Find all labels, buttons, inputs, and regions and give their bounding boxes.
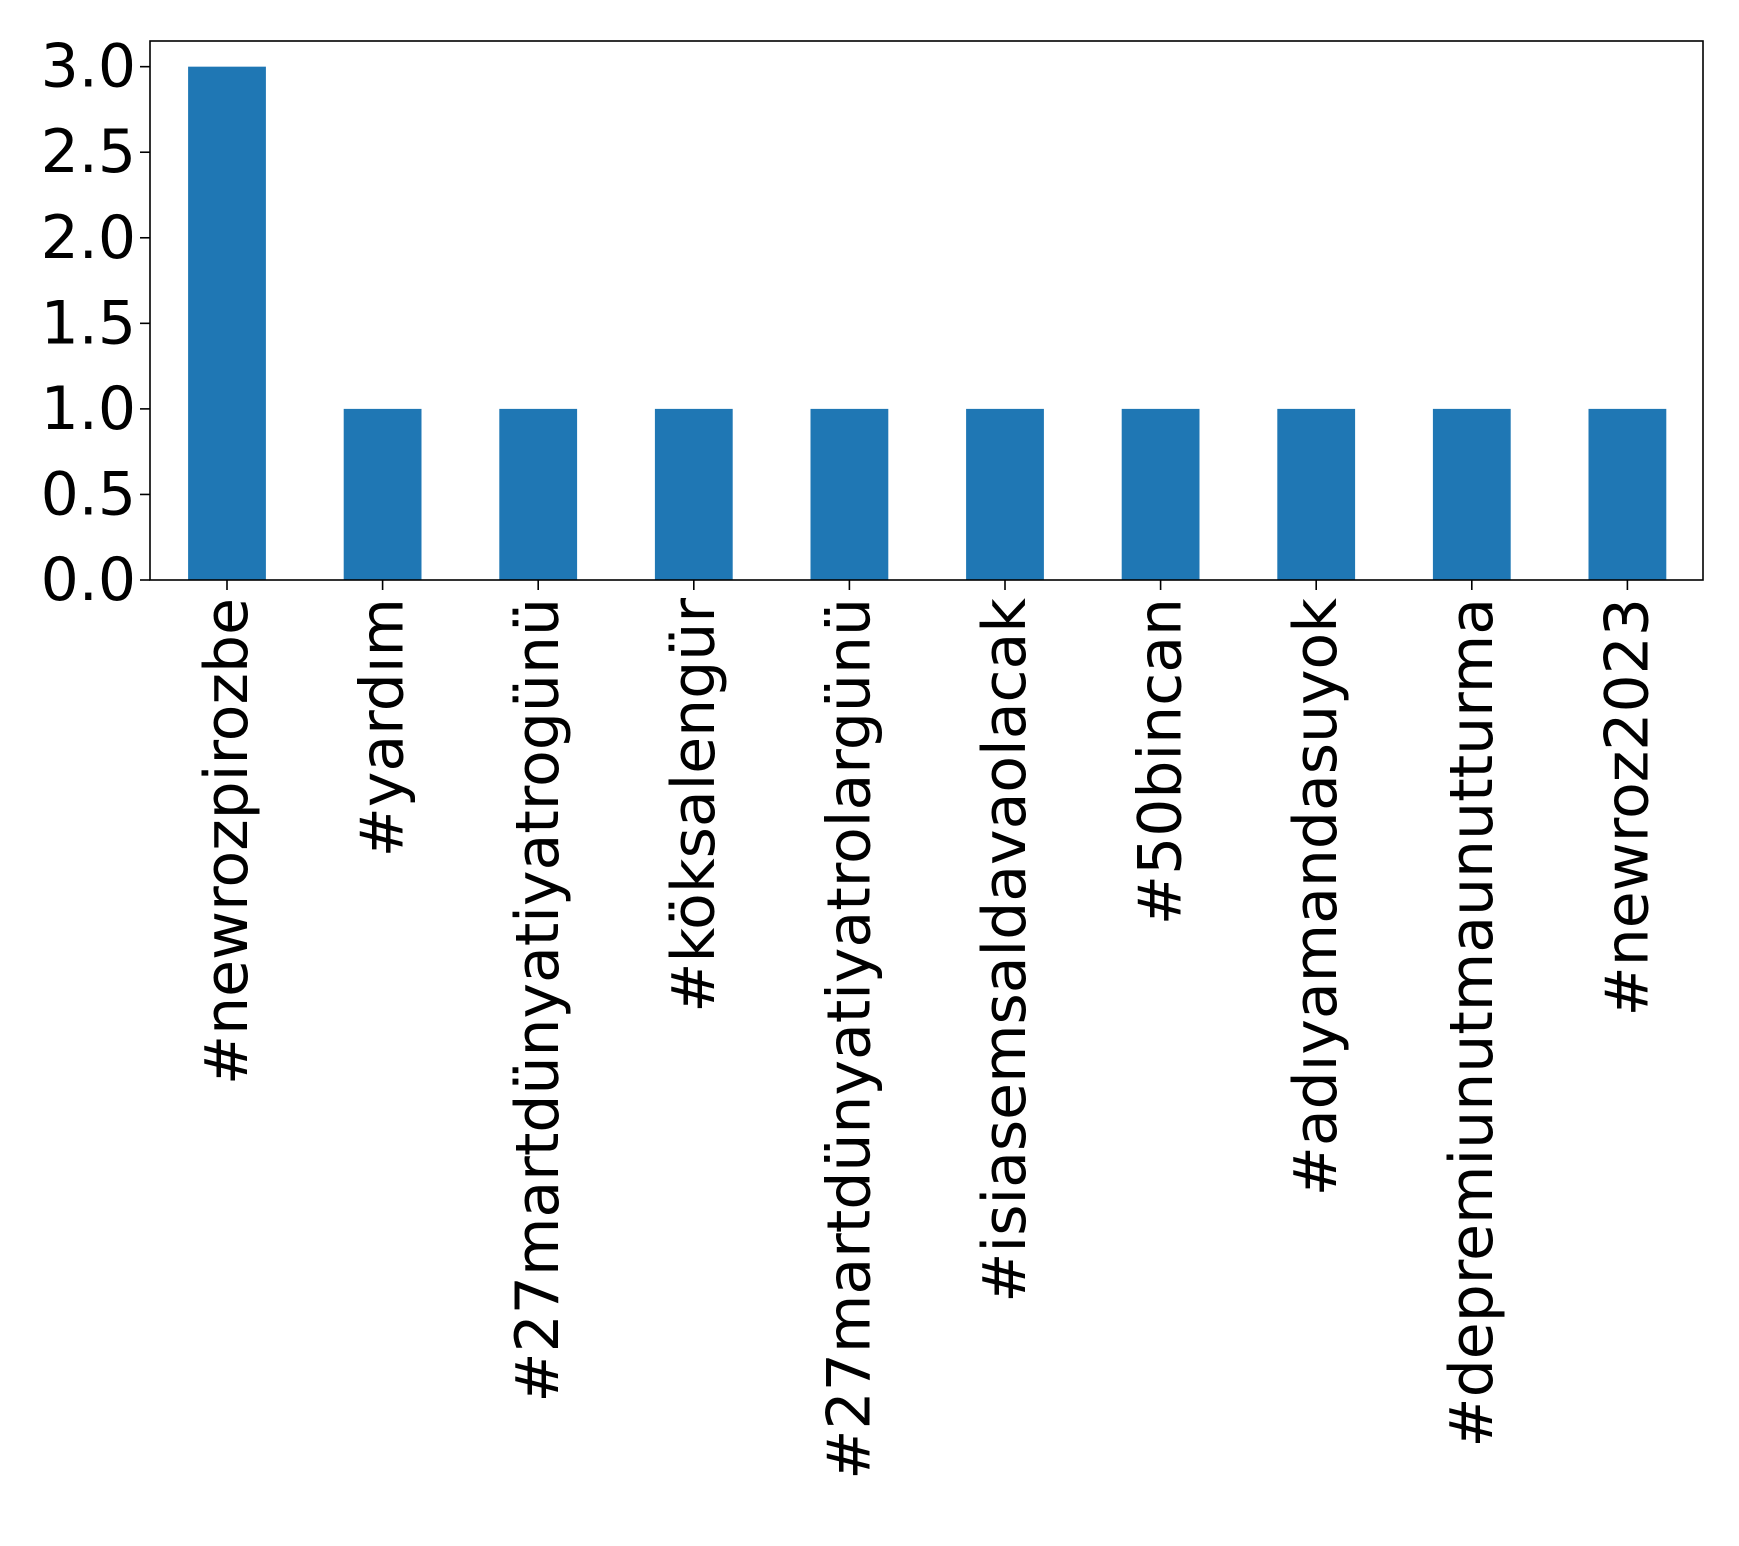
x-axis: #newrozpirozbe #yardım #27martdünyatiyatro… bbox=[192, 580, 1662, 1480]
plot-frame bbox=[149, 40, 1704, 581]
bar-2 bbox=[499, 408, 578, 580]
bar-4 bbox=[810, 408, 889, 580]
bar-6 bbox=[1121, 408, 1200, 580]
y-tick-label-0: 0.0 bbox=[41, 545, 136, 615]
bar-9 bbox=[1588, 408, 1667, 580]
x-tick-label-6: #50bincan bbox=[1126, 598, 1196, 925]
bar-8 bbox=[1432, 408, 1511, 580]
bars-group bbox=[188, 66, 1667, 580]
x-tick-label-0: #newrozpirozbe bbox=[192, 598, 262, 1085]
y-tick-label-6: 3.0 bbox=[41, 32, 136, 102]
y-tick-label-5: 2.5 bbox=[41, 117, 136, 187]
bar-5 bbox=[966, 408, 1044, 580]
bar-1 bbox=[343, 408, 422, 580]
x-tick-label-1: #yardım bbox=[348, 598, 418, 857]
x-tick-label-2: #27martdünyatiyatrogünü bbox=[503, 598, 573, 1403]
x-tick-label-7: #adıyamandasuyok bbox=[1281, 598, 1351, 1197]
x-tick-label-9: #newroz2023 bbox=[1592, 598, 1662, 1017]
bar-7 bbox=[1277, 408, 1356, 580]
bar-3 bbox=[654, 408, 733, 580]
x-tick-label-3: #köksalengür bbox=[659, 598, 729, 1013]
bar-0 bbox=[188, 66, 266, 580]
x-tick-label-5: #isiasemsaldavaolacak bbox=[970, 598, 1040, 1303]
y-axis: 0.0 0.5 1.0 1.5 2.0 2.5 3.0 bbox=[41, 32, 150, 615]
x-tick-label-4: #27martdünyatiyatrolargünü bbox=[814, 598, 884, 1480]
x-tick-label-8: #depremiunutmaunutturma bbox=[1437, 598, 1507, 1448]
y-tick-label-3: 1.5 bbox=[41, 288, 136, 358]
y-tick-label-4: 2.0 bbox=[41, 203, 136, 273]
y-tick-label-2: 1.0 bbox=[41, 374, 136, 444]
y-tick-label-1: 0.5 bbox=[41, 459, 136, 529]
